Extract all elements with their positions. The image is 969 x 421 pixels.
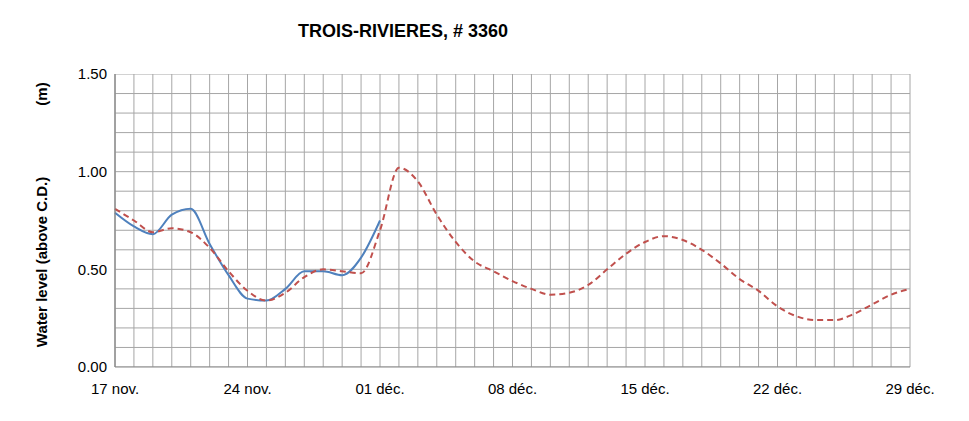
- svg-text:08 déc.: 08 déc.: [488, 380, 537, 397]
- svg-text:15 déc.: 15 déc.: [620, 380, 669, 397]
- svg-text:0.50: 0.50: [78, 261, 107, 278]
- svg-text:Water level (above C.D.): Water level (above C.D.): [33, 177, 50, 347]
- svg-text:1.00: 1.00: [78, 163, 107, 180]
- svg-text:01 déc.: 01 déc.: [355, 380, 404, 397]
- svg-text:0.00: 0.00: [78, 358, 107, 375]
- svg-text:22 déc.: 22 déc.: [753, 380, 802, 397]
- svg-text:(m): (m): [33, 82, 50, 105]
- svg-text:17 nov.: 17 nov.: [91, 380, 139, 397]
- svg-text:TROIS-RIVIERES, # 3360: TROIS-RIVIERES, # 3360: [298, 21, 508, 41]
- svg-text:24 nov.: 24 nov.: [223, 380, 271, 397]
- svg-text:29 déc.: 29 déc.: [885, 380, 934, 397]
- svg-text:1.50: 1.50: [78, 65, 107, 82]
